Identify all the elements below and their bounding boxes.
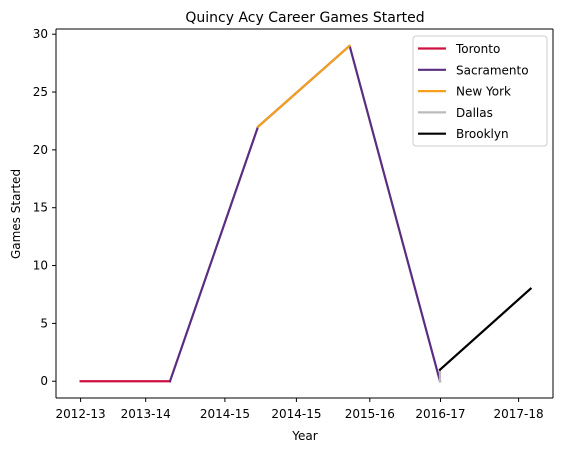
x-tick-label: 2013-14 <box>121 407 171 421</box>
y-tick-label: 0 <box>40 374 48 388</box>
x-tick-label: 2015-16 <box>345 407 395 421</box>
legend-label: Dallas <box>456 106 493 120</box>
y-tick-label: 25 <box>33 85 48 99</box>
x-tick-label: 2017-18 <box>494 407 544 421</box>
x-tick-label: 2014-15 <box>271 407 321 421</box>
legend: Toronto Sacramento New York Dallas Brooklyn <box>412 35 548 147</box>
chart-title: Quincy Acy Career Games Started <box>185 10 424 26</box>
series-layer <box>79 44 533 383</box>
series-line-brooklyn <box>438 287 533 372</box>
x-tick-label: 2012-13 <box>56 407 106 421</box>
x-axis-label: Year <box>291 429 317 443</box>
series-line-new-york <box>256 44 352 129</box>
y-tick-label: 30 <box>33 27 48 41</box>
legend-label: Toronto <box>455 42 500 56</box>
legend-box <box>412 35 548 147</box>
legend-label: New York <box>456 85 511 99</box>
y-tick-label: 10 <box>33 259 48 273</box>
x-tick-label: 2014-15 <box>200 407 250 421</box>
legend-label: Brooklyn <box>456 127 509 141</box>
axis-layer: 0 5 10 15 20 25 30 2012-13 2013-14 2014-15 2014-15… <box>33 27 544 421</box>
y-axis-label: Games Started <box>9 169 23 259</box>
y-tick-label: 15 <box>33 201 48 215</box>
x-tick-label: 2016-17 <box>415 407 465 421</box>
y-tick-label: 20 <box>33 143 48 157</box>
y-tick-label: 5 <box>40 316 48 330</box>
legend-label: Sacramento <box>456 63 529 77</box>
